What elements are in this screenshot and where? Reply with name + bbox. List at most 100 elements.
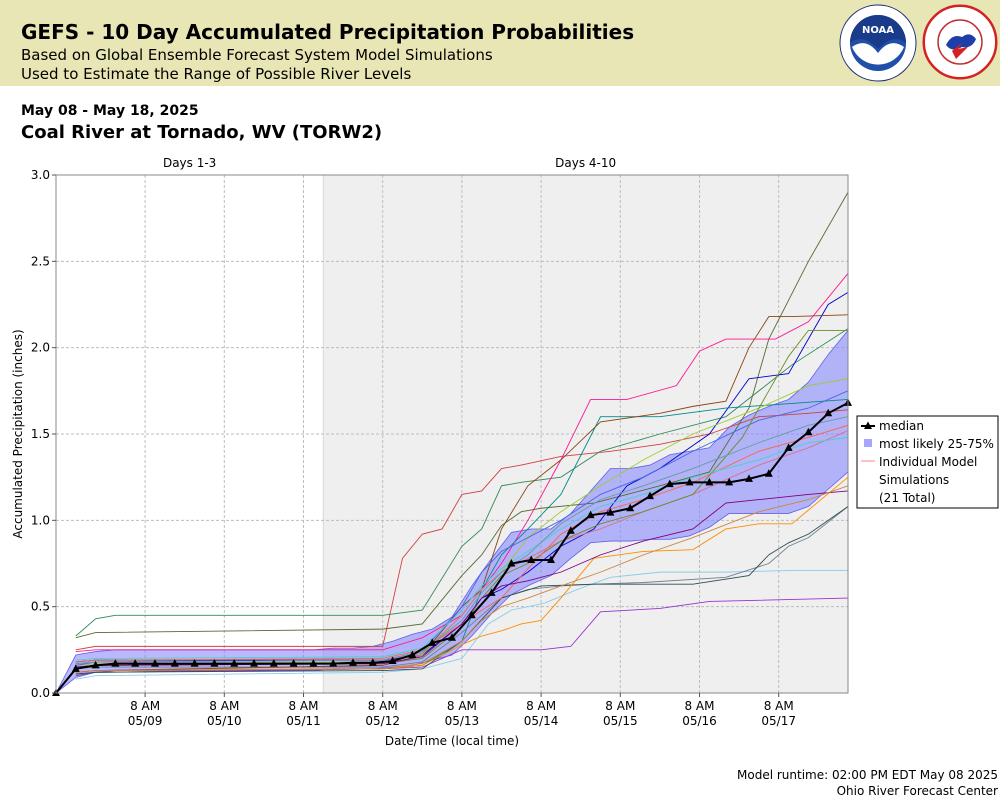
simulation-line	[75, 506, 849, 670]
median-marker	[289, 659, 298, 667]
nws-logo	[922, 4, 998, 80]
median-marker	[349, 658, 357, 666]
x-tick-label: 8 AM	[368, 699, 398, 713]
simulation-line	[75, 328, 849, 637]
x-tick-date-label: 05/16	[682, 714, 717, 728]
simulation-line	[75, 430, 849, 665]
median-marker	[131, 659, 140, 667]
x-tick-date-label: 05/17	[761, 714, 796, 728]
simulation-line	[75, 329, 848, 668]
x-tick-label: 8 AM	[288, 699, 318, 713]
x-tick-label: 8 AM	[526, 699, 556, 713]
x-tick-date-label: 05/10	[207, 714, 242, 728]
median-marker	[269, 659, 278, 667]
simulation-line	[75, 416, 849, 665]
y-tick-label: 2.5	[31, 254, 50, 268]
x-tick-date-label: 05/12	[365, 714, 400, 728]
median-marker	[626, 503, 635, 512]
page-subtitle: Based on Global Ensemble Forecast System…	[21, 46, 493, 64]
y-tick-label: 1.0	[31, 513, 50, 527]
x-tick-label: 8 AM	[684, 699, 714, 713]
median-marker	[824, 408, 833, 417]
median-marker	[329, 659, 338, 667]
median-marker	[428, 638, 437, 646]
x-tick-date-label: 05/15	[603, 714, 638, 728]
median-marker	[685, 477, 694, 486]
y-tick-label: 3.0	[31, 168, 50, 182]
median-marker	[606, 508, 615, 516]
median-marker	[764, 469, 773, 477]
median-marker	[487, 588, 496, 596]
simulation-line	[75, 476, 849, 673]
page-title: GEFS - 10 Day Accumulated Precipitation …	[21, 20, 635, 44]
median-marker	[586, 510, 595, 519]
forecast-center: Ohio River Forecast Center	[836, 784, 998, 798]
legend-simulation-label-2: Simulations	[879, 473, 949, 487]
median-marker	[170, 659, 179, 667]
y-axis-label: Accumulated Precipitation (inches)	[11, 329, 25, 538]
simulation-line	[75, 569, 848, 680]
x-tick-label: 8 AM	[764, 699, 794, 713]
simulation-line	[75, 485, 849, 673]
median-marker	[566, 526, 575, 534]
median-marker	[151, 659, 159, 667]
legend-simulation-label: Individual Model	[879, 455, 977, 469]
median-marker	[408, 650, 417, 659]
median-marker	[448, 633, 456, 641]
median-marker	[665, 479, 674, 488]
median-marker	[745, 474, 753, 482]
median-marker	[725, 477, 734, 486]
y-tick-label: 1.5	[31, 427, 50, 441]
noaa-logo-text: NOAA	[862, 25, 894, 36]
date-range: May 08 - May 18, 2025	[21, 103, 199, 119]
simulation-line	[75, 490, 849, 668]
legend-band-label: most likely 25-75%	[879, 437, 994, 451]
legend-median-label: median	[879, 419, 924, 433]
page-subtitle-2: Used to Estimate the Range of Possible R…	[21, 65, 412, 83]
median-marker	[507, 559, 516, 567]
y-tick-label: 2.0	[31, 341, 50, 355]
period-label: Days 1-3	[163, 156, 216, 170]
x-tick-date-label: 05/13	[445, 714, 480, 728]
median-marker	[547, 555, 555, 564]
simulation-line	[75, 506, 849, 675]
simulation-line	[75, 192, 849, 639]
legend-median-marker	[864, 421, 872, 429]
station-name: Coal River at Tornado, WV (TORW2)	[21, 122, 383, 143]
simulation-line	[75, 424, 849, 663]
y-tick-label: 0.0	[31, 686, 50, 700]
x-tick-label: 8 AM	[209, 699, 239, 713]
model-runtime: Model runtime: 02:00 PM EDT May 08 2025	[737, 768, 998, 782]
simulation-line	[75, 437, 849, 661]
median-marker	[250, 659, 258, 667]
x-axis-label: Date/Time (local time)	[385, 734, 519, 748]
median-marker	[190, 659, 199, 667]
median-marker	[91, 660, 100, 669]
median-marker	[368, 658, 377, 666]
legend-simulation-count: (21 Total)	[879, 491, 935, 505]
median-marker	[210, 659, 219, 667]
x-tick-date-label: 05/09	[128, 714, 163, 728]
median-marker	[111, 659, 120, 667]
median-marker	[527, 555, 536, 564]
median-marker	[467, 610, 476, 619]
simulation-line	[75, 409, 849, 651]
legend-band-swatch	[864, 439, 872, 447]
period-label: Days 4-10	[555, 156, 616, 170]
median-marker	[230, 659, 239, 667]
x-tick-label: 8 AM	[130, 699, 160, 713]
median-marker	[646, 491, 654, 500]
chart-area: Days 1-3 Days 4-10 0.0 0.5 1.0 1.5 2.0 2.5 3.0 8 …	[11, 156, 999, 748]
median-marker	[388, 656, 397, 665]
median-marker	[804, 427, 813, 436]
legend-box	[856, 415, 999, 509]
y-tick-label: 0.5	[31, 600, 50, 614]
x-tick-label: 8 AM	[447, 699, 477, 713]
median-marker	[784, 443, 793, 451]
median-marker	[71, 664, 80, 672]
header-banner: GEFS - 10 Day Accumulated Precipitation …	[0, 0, 1000, 86]
simulation-line	[75, 314, 849, 673]
x-tick-date-label: 05/11	[286, 714, 321, 728]
noaa-logo: NOAA	[839, 4, 917, 82]
median-marker	[309, 659, 318, 667]
